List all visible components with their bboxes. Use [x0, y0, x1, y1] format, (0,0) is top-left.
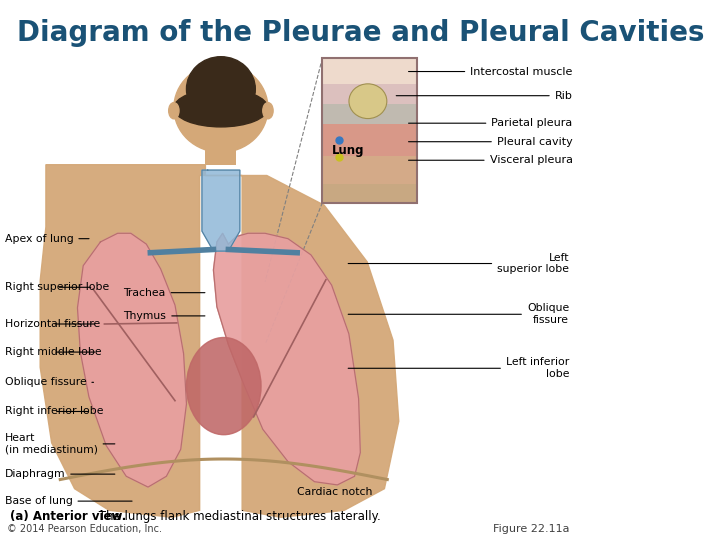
Circle shape: [186, 57, 256, 122]
Text: Diagram of the Pleurae and Pleural Cavities: Diagram of the Pleurae and Pleural Cavit…: [17, 19, 705, 47]
Text: Right middle lobe: Right middle lobe: [4, 347, 102, 357]
Text: Base of lung: Base of lung: [4, 496, 132, 506]
Ellipse shape: [168, 103, 179, 119]
Text: Apex of lung: Apex of lung: [4, 234, 89, 244]
Text: Heart
(in mediastinum): Heart (in mediastinum): [4, 433, 115, 455]
Polygon shape: [78, 233, 186, 487]
Polygon shape: [40, 165, 399, 517]
Text: Parietal pleura: Parietal pleura: [408, 118, 572, 128]
Text: Figure 22.11a: Figure 22.11a: [492, 523, 570, 534]
Text: Lung: Lung: [332, 144, 364, 157]
Text: Oblique
fissure: Oblique fissure: [348, 303, 570, 325]
Bar: [323, 184, 417, 202]
Text: Right inferior lobe: Right inferior lobe: [4, 407, 103, 416]
Ellipse shape: [186, 338, 261, 435]
Text: Rib: Rib: [396, 91, 572, 100]
Bar: [205, 130, 236, 165]
Text: Left inferior
lobe: Left inferior lobe: [348, 357, 570, 379]
Circle shape: [174, 64, 268, 152]
Bar: [323, 84, 417, 104]
Ellipse shape: [349, 84, 387, 119]
Text: Intercostal muscle: Intercostal muscle: [408, 66, 572, 77]
Text: Visceral pleura: Visceral pleura: [408, 155, 572, 165]
Text: Thymus: Thymus: [123, 311, 205, 321]
Polygon shape: [202, 170, 240, 251]
Text: Diaphragm: Diaphragm: [4, 469, 115, 479]
Text: Oblique fissure: Oblique fissure: [4, 377, 94, 387]
Text: Trachea: Trachea: [123, 288, 205, 298]
Text: © 2014 Pearson Education, Inc.: © 2014 Pearson Education, Inc.: [7, 523, 162, 534]
Bar: [323, 124, 417, 156]
Bar: [323, 104, 417, 124]
Ellipse shape: [174, 89, 268, 127]
Text: (a) Anterior view.: (a) Anterior view.: [10, 510, 127, 523]
Text: Right superior lobe: Right superior lobe: [4, 282, 109, 292]
Bar: [323, 58, 417, 84]
Text: Horizontal fissure: Horizontal fissure: [4, 319, 100, 329]
Ellipse shape: [263, 103, 273, 119]
Bar: [323, 156, 417, 184]
Text: Cardiac notch: Cardiac notch: [297, 488, 372, 497]
Bar: [323, 58, 417, 202]
Text: Pleural cavity: Pleural cavity: [408, 137, 572, 147]
Polygon shape: [213, 233, 360, 485]
Text: The lungs flank mediastinal structures laterally.: The lungs flank mediastinal structures l…: [95, 510, 381, 523]
Text: Left
superior lobe: Left superior lobe: [348, 253, 570, 274]
